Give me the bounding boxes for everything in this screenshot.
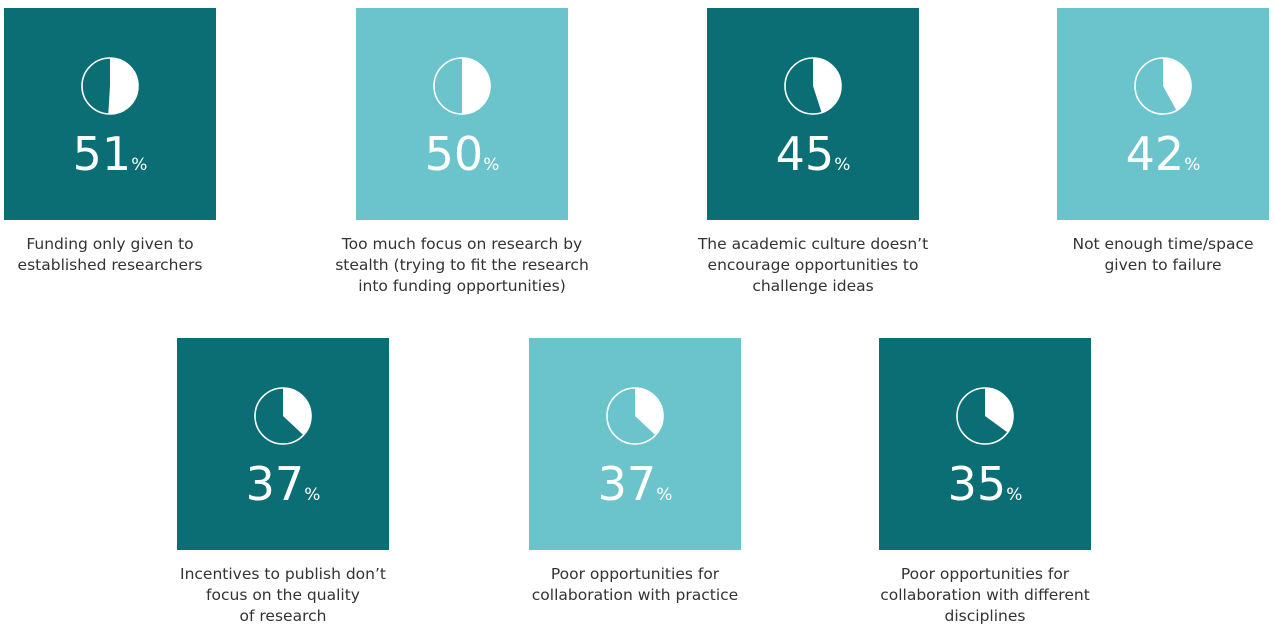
pie-icon bbox=[254, 387, 312, 445]
percentage: 51% bbox=[4, 126, 216, 193]
label: Too much focus on research by stealth (t… bbox=[335, 235, 589, 295]
tile: 37% bbox=[529, 338, 741, 550]
tile: 51% bbox=[4, 8, 216, 220]
pie-icon bbox=[433, 57, 491, 115]
label: Not enough time/space given to failure bbox=[1072, 235, 1254, 274]
label: Funding only given to established resear… bbox=[17, 235, 203, 274]
percentage: 37% bbox=[177, 456, 389, 523]
pie-slice bbox=[108, 58, 138, 114]
pie-slice bbox=[462, 58, 490, 114]
label: The academic culture doesn’t encourage o… bbox=[697, 235, 929, 295]
tile: 37% bbox=[177, 338, 389, 550]
unit: % bbox=[834, 155, 851, 175]
percentage: 45% bbox=[707, 126, 919, 193]
pie-slice bbox=[985, 388, 1013, 433]
unit: % bbox=[304, 485, 321, 505]
pie-icon bbox=[956, 387, 1014, 445]
unit: % bbox=[131, 155, 148, 175]
label: Poor opportunities for collaboration wit… bbox=[531, 565, 739, 604]
value: 37 bbox=[245, 457, 305, 511]
pie-slice bbox=[813, 58, 841, 113]
value: 35 bbox=[947, 457, 1007, 511]
percentage: 37% bbox=[529, 456, 741, 523]
pie-slice bbox=[1163, 58, 1191, 111]
label: Incentives to publish don’t focus on the… bbox=[180, 565, 386, 625]
tile: 42% bbox=[1057, 8, 1269, 220]
pie-slice bbox=[283, 388, 311, 436]
tile: 35% bbox=[879, 338, 1091, 550]
value: 50 bbox=[424, 127, 484, 181]
percentage: 50% bbox=[356, 126, 568, 193]
pie-icon bbox=[81, 57, 139, 115]
value: 45 bbox=[775, 127, 835, 181]
value: 37 bbox=[597, 457, 657, 511]
unit: % bbox=[656, 485, 673, 505]
pie-icon bbox=[784, 57, 842, 115]
pie-icon bbox=[1134, 57, 1192, 115]
percentage: 35% bbox=[879, 456, 1091, 523]
unit: % bbox=[1184, 155, 1201, 175]
value: 51 bbox=[72, 127, 132, 181]
value: 42 bbox=[1125, 127, 1185, 181]
percentage: 42% bbox=[1057, 126, 1269, 193]
tile: 50% bbox=[356, 8, 568, 220]
unit: % bbox=[483, 155, 500, 175]
label: Poor opportunities for collaboration wit… bbox=[880, 565, 1090, 625]
tile: 45% bbox=[707, 8, 919, 220]
pie-icon bbox=[606, 387, 664, 445]
unit: % bbox=[1006, 485, 1023, 505]
pie-slice bbox=[635, 388, 663, 436]
